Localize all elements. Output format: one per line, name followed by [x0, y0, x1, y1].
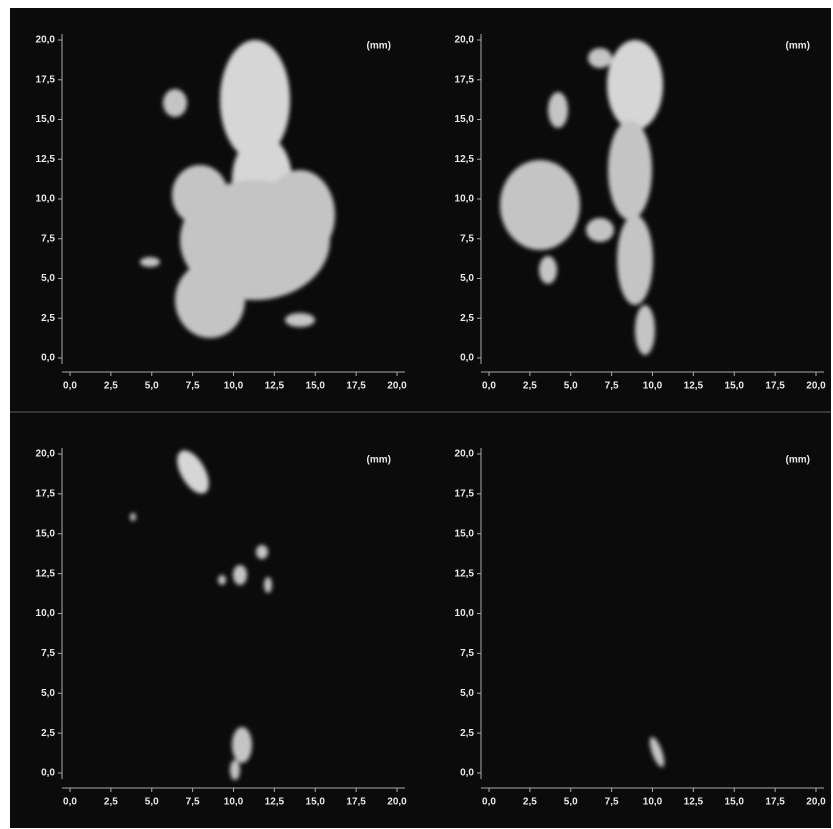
x-tick-label: 5,0	[145, 797, 159, 808]
x-tick-label: 20,0	[806, 797, 826, 808]
y-tick-label: 0,0	[41, 353, 55, 364]
x-tick-label: 0,0	[482, 381, 496, 392]
y-tick-label: 5,0	[460, 688, 474, 699]
y-tick-label: 0,0	[460, 353, 474, 364]
x-tick-label: 17,5	[765, 381, 785, 392]
x-tick-label: 0,0	[482, 797, 496, 808]
y-tick-label: 7,5	[460, 648, 474, 659]
x-tick-label: 20,0	[387, 797, 407, 808]
x-tick-label: 2,5	[104, 381, 118, 392]
y-tick-label: 2,5	[460, 728, 474, 739]
x-tick-label: 10,0	[643, 797, 663, 808]
y-tick-label: 17,5	[455, 74, 475, 85]
x-tick-label: 2,5	[523, 797, 537, 808]
x-tick-label: 15,0	[725, 797, 745, 808]
y-tick-label: 20,0	[455, 449, 475, 460]
x-tick-label: 17,5	[346, 381, 366, 392]
y-tick-label: 5,0	[41, 688, 55, 699]
y-tick-label: 10,0	[36, 608, 56, 619]
y-tick-label: 12,5	[455, 154, 475, 165]
y-tick-label: 20,0	[455, 35, 475, 46]
x-tick-label: 12,5	[684, 797, 704, 808]
y-tick-label: 5,0	[460, 273, 474, 284]
unit-label: (mm)	[786, 41, 810, 52]
x-tick-label: 17,5	[346, 797, 366, 808]
y-tick-label: 12,5	[36, 154, 56, 165]
y-tick-label: 5,0	[41, 273, 55, 284]
x-tick-label: 7,5	[186, 381, 200, 392]
y-tick-label: 12,5	[455, 568, 475, 579]
x-tick-label: 12,5	[265, 381, 285, 392]
y-tick-label: 0,0	[460, 768, 474, 779]
x-tick-label: 20,0	[387, 381, 407, 392]
y-tick-label: 7,5	[41, 233, 55, 244]
y-tick-label: 12,5	[36, 568, 56, 579]
y-tick-label: 17,5	[36, 74, 56, 85]
y-tick-label: 17,5	[36, 489, 56, 500]
x-tick-label: 10,0	[224, 381, 244, 392]
x-tick-label: 20,0	[806, 381, 826, 392]
y-tick-label: 15,0	[455, 528, 475, 539]
y-tick-label: 10,0	[455, 608, 475, 619]
y-tick-label: 2,5	[41, 728, 55, 739]
x-tick-label: 15,0	[306, 381, 326, 392]
y-tick-label: 15,0	[36, 528, 56, 539]
x-tick-label: 7,5	[186, 797, 200, 808]
unit-label: (mm)	[367, 455, 391, 466]
x-tick-label: 17,5	[765, 797, 785, 808]
y-tick-label: 10,0	[455, 194, 475, 205]
x-tick-label: 10,0	[224, 797, 244, 808]
x-tick-label: 5,0	[145, 381, 159, 392]
y-tick-label: 15,0	[455, 114, 475, 125]
y-tick-label: 10,0	[36, 194, 56, 205]
background	[10, 8, 831, 828]
x-tick-label: 15,0	[725, 381, 745, 392]
x-tick-label: 10,0	[643, 381, 663, 392]
x-tick-label: 12,5	[684, 381, 704, 392]
x-tick-label: 5,0	[564, 797, 578, 808]
y-tick-label: 2,5	[460, 313, 474, 324]
figure: 0,0 2,5 5,0 7,5 10,0 12,5 15,0 17,5 20,0 0,0 2,5 5,…	[0, 0, 833, 829]
x-tick-label: 2,5	[523, 381, 537, 392]
x-tick-label: 5,0	[564, 381, 578, 392]
x-tick-label: 2,5	[104, 797, 118, 808]
y-tick-label: 20,0	[36, 449, 56, 460]
y-tick-label: 0,0	[41, 768, 55, 779]
x-tick-label: 7,5	[605, 381, 619, 392]
y-tick-label: 15,0	[36, 114, 56, 125]
y-tick-label: 7,5	[460, 233, 474, 244]
y-tick-label: 7,5	[41, 648, 55, 659]
x-tick-label: 15,0	[306, 797, 326, 808]
x-tick-label: 0,0	[63, 381, 77, 392]
unit-label: (mm)	[367, 41, 391, 52]
y-tick-label: 2,5	[41, 313, 55, 324]
unit-label: (mm)	[786, 455, 810, 466]
x-tick-label: 7,5	[605, 797, 619, 808]
x-tick-label: 0,0	[63, 797, 77, 808]
y-tick-label: 20,0	[36, 35, 56, 46]
y-tick-label: 17,5	[455, 489, 475, 500]
x-tick-label: 12,5	[265, 797, 285, 808]
